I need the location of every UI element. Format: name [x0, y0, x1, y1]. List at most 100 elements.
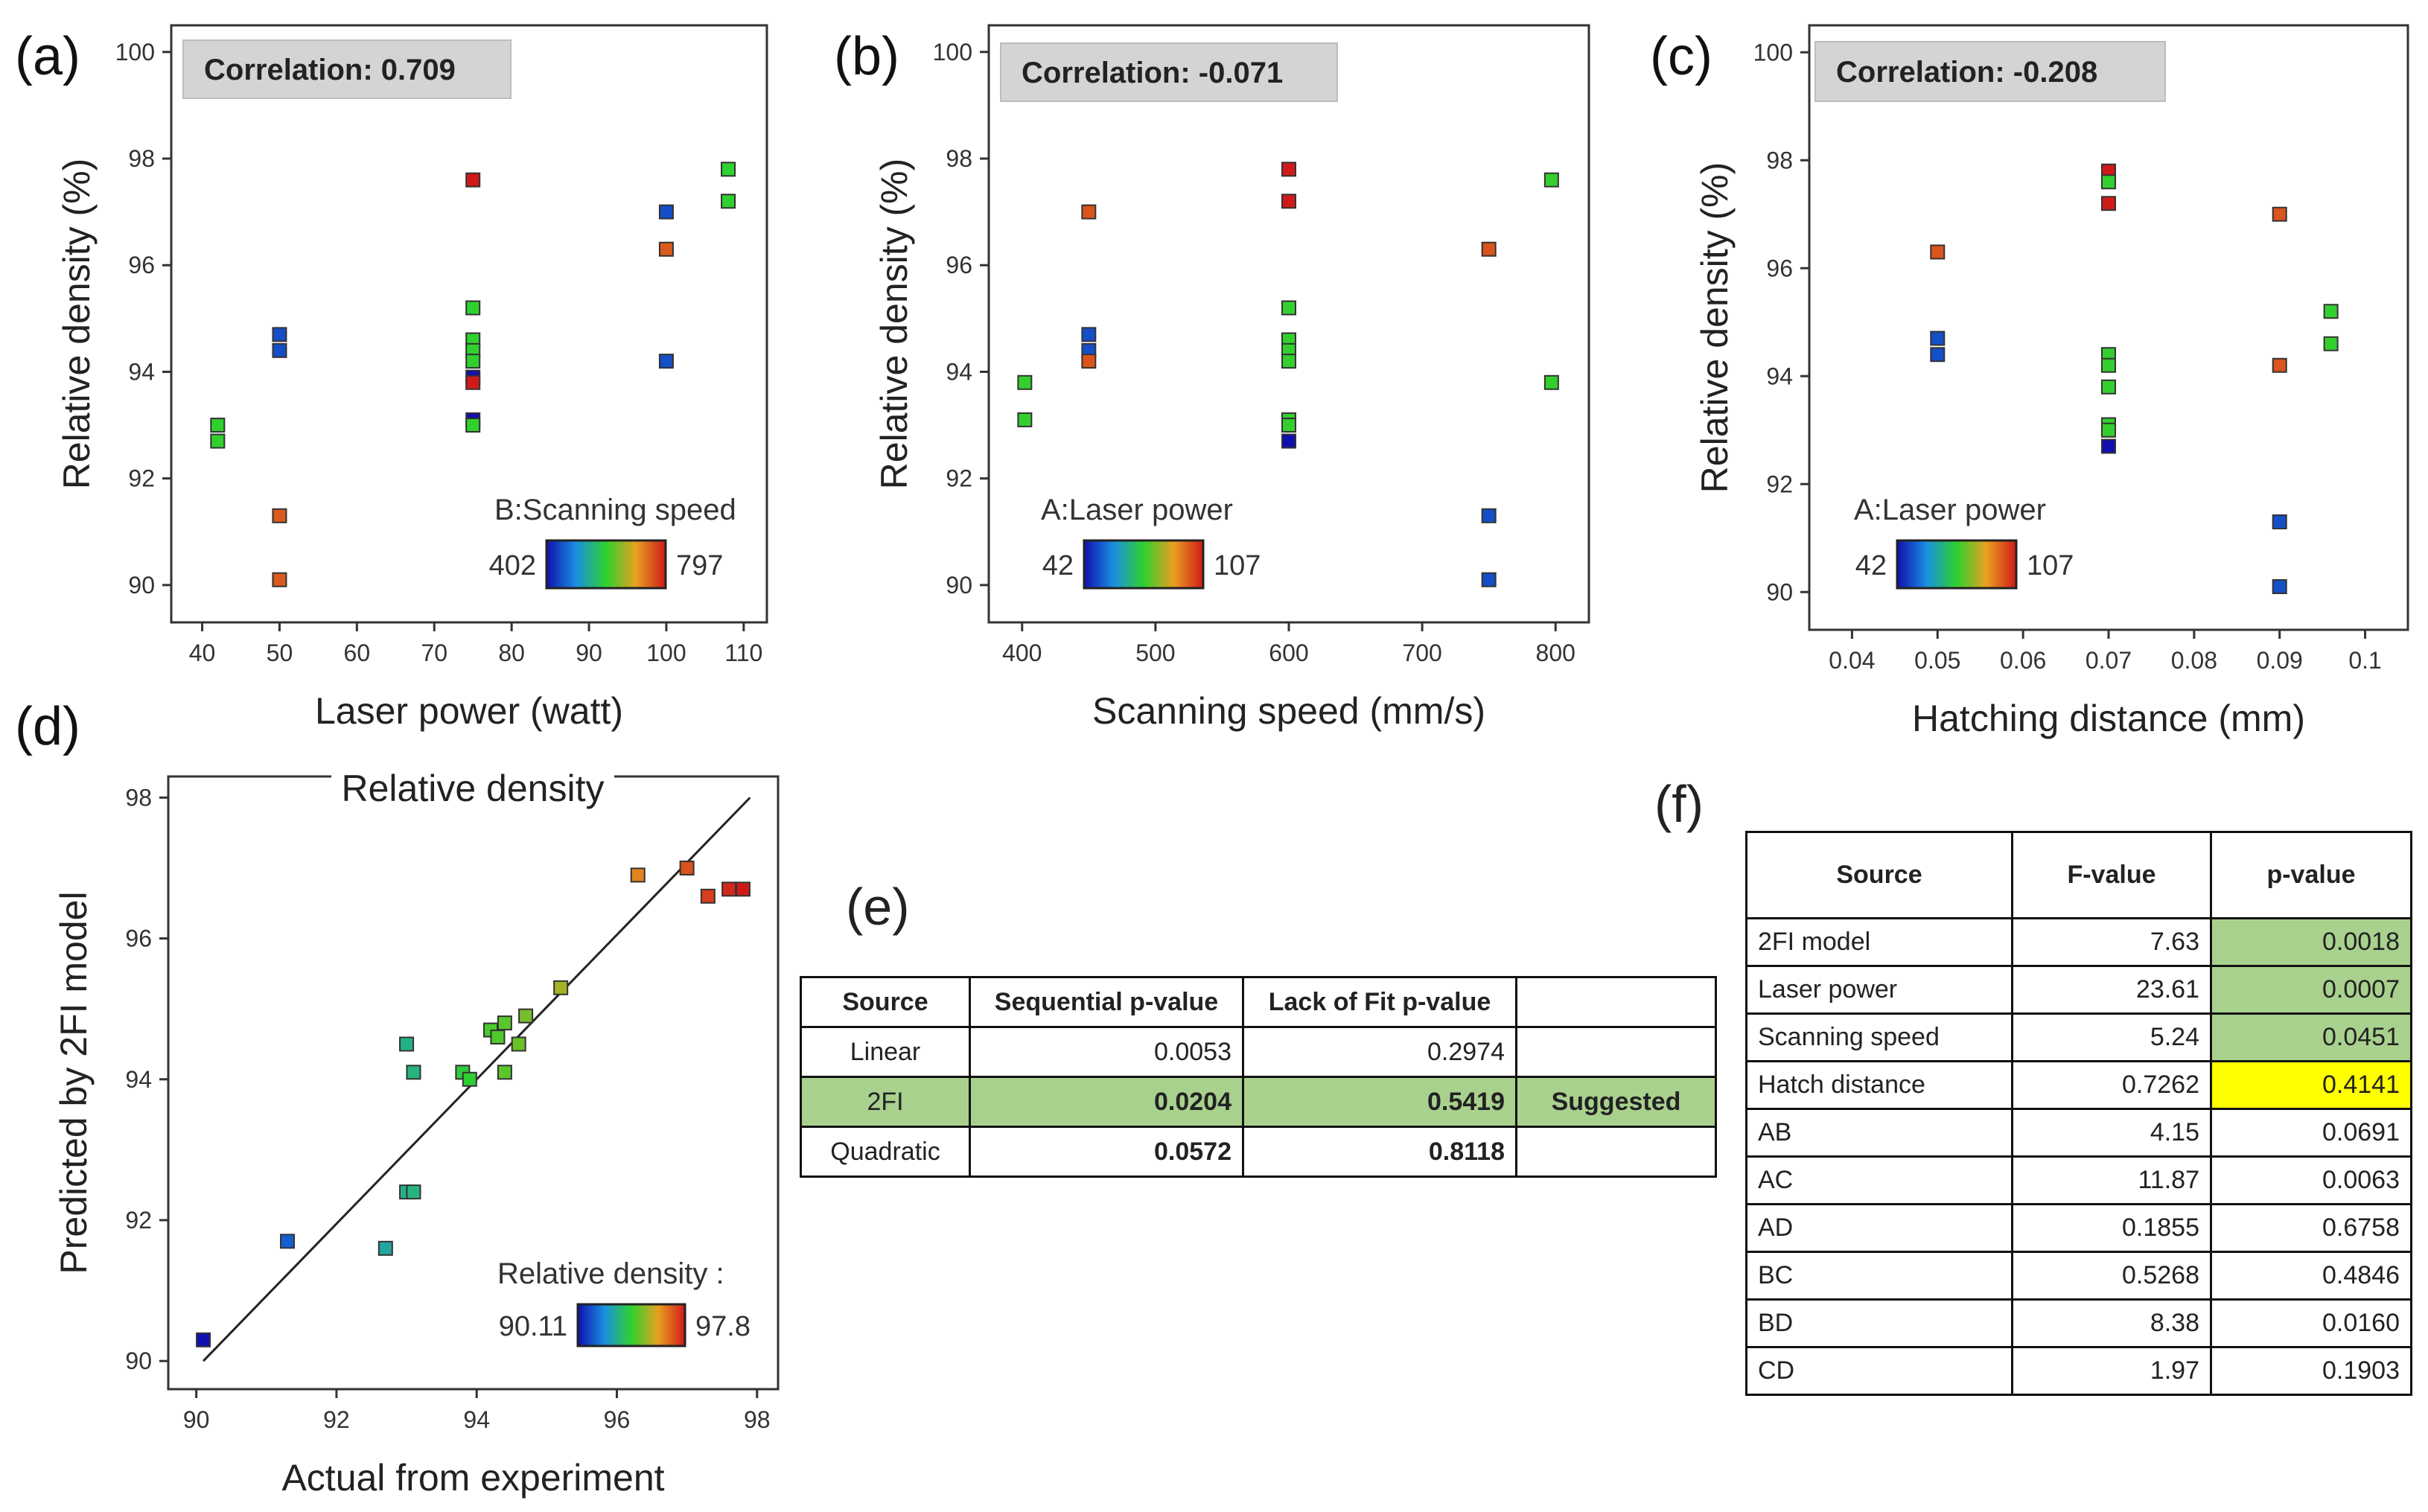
y-tick-label: 94 [128, 358, 155, 385]
colorbar-max-label: 797 [676, 550, 723, 581]
table-cell: Quadratic [800, 1126, 971, 1178]
x-tick-label: 800 [1536, 639, 1575, 666]
table-f: Source F-value p-value 2FI model 7.63 0.00… [1745, 831, 2412, 1396]
y-axis-label: Relative density (%) [873, 159, 915, 490]
table-cell: Laser power [1745, 965, 2013, 1015]
table-cell: 0.1903 [2210, 1346, 2412, 1396]
table-row: 2FI model 7.63 0.0018 [1745, 917, 2412, 967]
table-cell: 0.5268 [2011, 1251, 2212, 1301]
data-point [2101, 438, 2116, 454]
data-point [2272, 357, 2287, 373]
data-point [1481, 241, 1497, 257]
y-tick-label: 96 [128, 252, 155, 278]
y-tick-label: 96 [125, 925, 152, 952]
table-cell: 0.0160 [2210, 1298, 2412, 1348]
data-point [1017, 374, 1033, 390]
data-point [465, 300, 481, 316]
table-e-header: Source [800, 976, 971, 1028]
data-point [511, 1036, 526, 1052]
data-point [1081, 327, 1097, 342]
table-row: Linear 0.0053 0.2974 [800, 1026, 1717, 1078]
suggested-badge: Suggested [1515, 1076, 1717, 1128]
table-e-header [1515, 976, 1717, 1028]
x-tick-label: 92 [323, 1406, 350, 1433]
table-cell: 0.0063 [2210, 1155, 2412, 1205]
data-point [1281, 433, 1296, 449]
table-cell: 0.0018 [2210, 917, 2412, 967]
x-tick-label: 0.05 [1914, 647, 1960, 674]
colorbar-max-label: 107 [1214, 550, 1261, 581]
correlation-label: Correlation: -0.208 [1836, 56, 2097, 89]
data-point [1281, 300, 1296, 316]
x-axis-label: Scanning speed (mm/s) [1092, 690, 1485, 732]
table-cell: Scanning speed [1745, 1012, 2013, 1062]
table-cell: 2FI [800, 1076, 971, 1128]
panel-label-c: (c) [1650, 27, 1712, 86]
table-cell: BC [1745, 1251, 2013, 1301]
table-cell: 11.87 [2011, 1155, 2212, 1205]
x-tick-label: 700 [1402, 639, 1441, 666]
data-point [1017, 412, 1033, 427]
x-tick-label: 110 [724, 639, 762, 666]
correlation-label: Correlation: 0.709 [204, 54, 456, 86]
table-row: AD 0.1855 0.6758 [1745, 1203, 2412, 1253]
y-tick-label: 96 [946, 252, 972, 278]
table-row: CD 1.97 0.1903 [1745, 1346, 2412, 1396]
colorbar-gradient [1083, 539, 1205, 590]
table-f-header-row: Source F-value p-value [1745, 831, 2412, 919]
data-point [518, 1008, 534, 1024]
data-point [2272, 206, 2287, 222]
data-point [497, 1065, 512, 1080]
data-point [679, 860, 695, 875]
data-point [658, 354, 674, 369]
colorbar-title: A:Laser power [1041, 494, 1233, 526]
y-tick-label: 94 [125, 1066, 152, 1093]
table-e-header: Sequential p-value [969, 976, 1244, 1028]
panel-label-d: (d) [15, 697, 80, 756]
table-f-header: Source [1745, 831, 2013, 919]
data-point [1543, 172, 1559, 188]
data-point [377, 1240, 393, 1256]
x-axis-label: Laser power (watt) [315, 690, 623, 732]
y-tick-label: 100 [933, 39, 972, 66]
x-tick-label: 0.09 [2257, 647, 2303, 674]
data-point [2272, 514, 2287, 529]
table-cell: 1.97 [2011, 1346, 2212, 1396]
plot-frame-a [170, 24, 768, 624]
y-tick-label: 100 [115, 39, 155, 66]
x-tick-label: 0.04 [1829, 647, 1875, 674]
chart-title: Relative density [342, 768, 605, 809]
x-tick-label: 600 [1269, 639, 1308, 666]
y-tick-label: 94 [946, 358, 972, 385]
x-axis-label: Hatching distance (mm) [1912, 698, 2305, 739]
table-cell: AC [1745, 1155, 2013, 1205]
table-row: BD 8.38 0.0160 [1745, 1298, 2412, 1348]
title-gap [331, 773, 614, 781]
data-point [465, 172, 481, 188]
y-tick-label: 94 [1766, 363, 1793, 389]
data-point [399, 1036, 415, 1052]
data-point [272, 342, 287, 358]
data-point [1281, 162, 1296, 177]
data-point [490, 1030, 506, 1045]
data-point [2323, 304, 2339, 319]
x-tick-label: 0.08 [2171, 647, 2217, 674]
panel-label-a: (a) [15, 27, 80, 86]
y-tick-label: 92 [1766, 470, 1793, 497]
colorbar-title: B:Scanning speed [494, 494, 736, 526]
correlation-badge [182, 39, 512, 99]
data-point [2101, 422, 2116, 438]
colorbar-min-label: 402 [489, 550, 536, 581]
table-e: Source Sequential p-value Lack of Fit p-… [800, 976, 1717, 1178]
colorbar-min-label: 42 [1855, 550, 1887, 581]
table-f-header: F-value [2011, 831, 2212, 919]
data-point [210, 418, 226, 433]
table-row: Laser power 23.61 0.0007 [1745, 965, 2412, 1015]
table-row: Scanning speed 5.24 0.0451 [1745, 1012, 2412, 1062]
y-tick-label: 98 [125, 784, 152, 811]
table-cell: 0.0572 [969, 1126, 1244, 1178]
y-tick-label: 98 [1766, 147, 1793, 173]
y-axis-label: Relative density (%) [56, 159, 98, 490]
data-point [1081, 354, 1097, 369]
